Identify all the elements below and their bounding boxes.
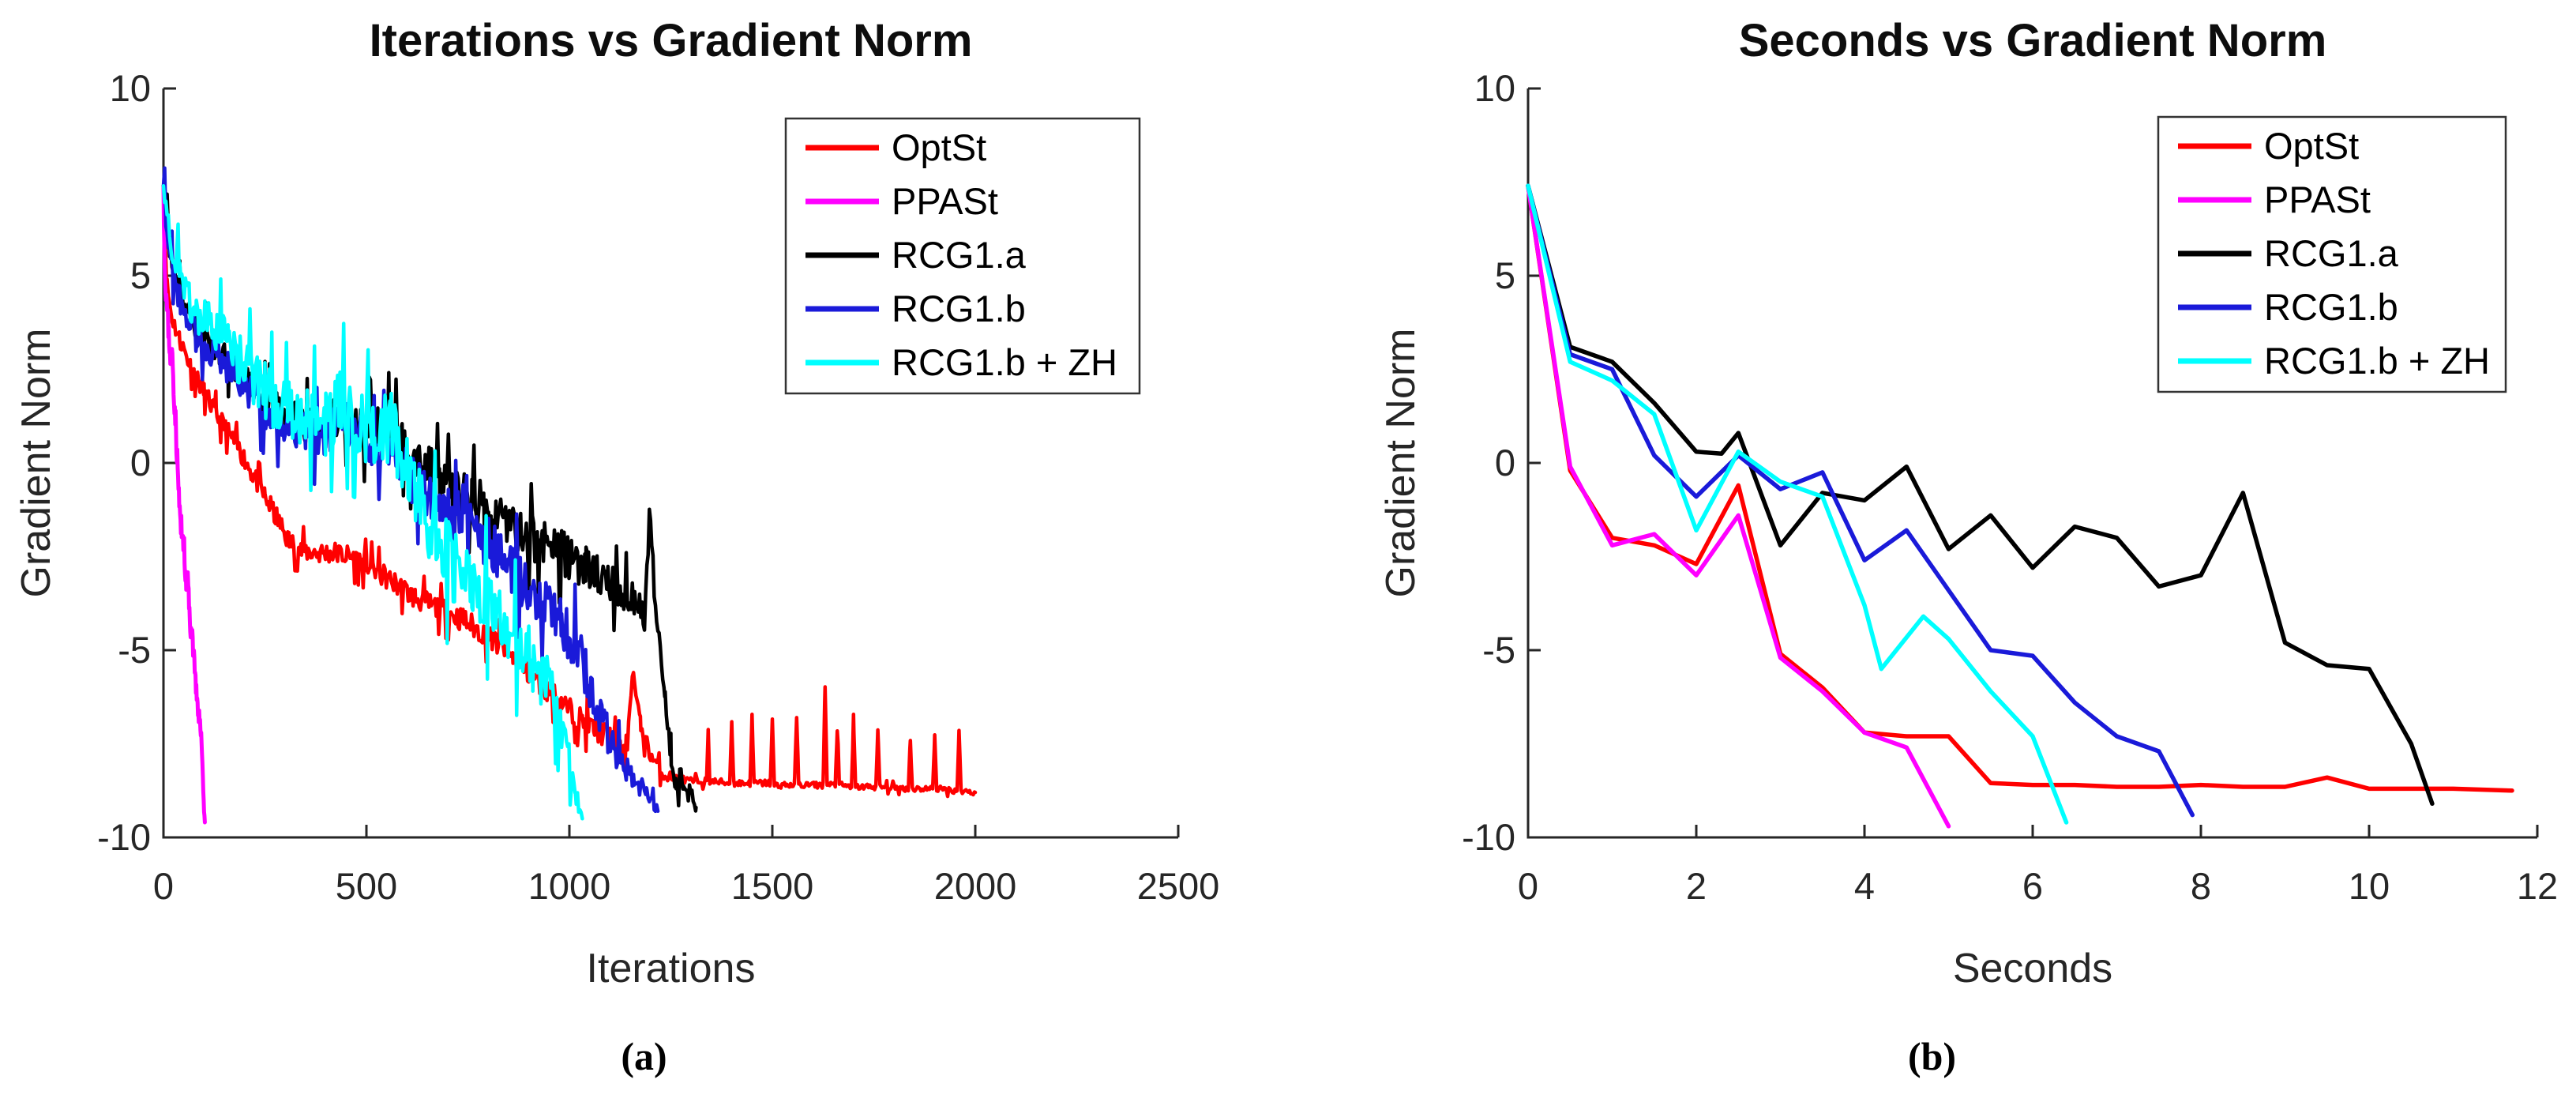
chart-b-ylabel: Gradient Norm [1378,328,1424,598]
legend-label: OptSt [2264,125,2359,167]
x-tick-label: 2 [1686,865,1707,907]
legend-label: OptSt [892,126,986,168]
series-optst [161,183,978,799]
y-tick-label: 10 [1474,67,1515,109]
y-tick-label: -5 [118,629,151,671]
legend-label: PPASt [892,180,998,222]
subfigure-caption-a: (a) [621,1034,667,1078]
series-rcg1-b [161,166,660,814]
x-tick-label: 0 [1518,865,1538,907]
series-ppast [161,183,207,825]
series-rcg1-b-zh [1526,183,2069,825]
x-tick-label: 0 [153,865,174,907]
chart-b-title: Seconds vs Gradient Norm [1738,15,2327,66]
chart-a-title: Iterations vs Gradient Norm [369,15,973,66]
series-ppast [1526,183,1951,829]
x-tick-label: 10 [2349,865,2390,907]
legend-label: PPASt [2264,179,2371,220]
series-rcg1-b-zh [161,183,584,821]
x-tick-label: 2000 [934,865,1017,907]
seconds-chart: 0 2 4 6 8 10 12 -10 -5 0 5 10 OptSt PPASt RCG1.a RCG1.b… [1462,67,2558,907]
y-tick-label: -5 [1482,629,1515,671]
legend-label: RCG1.b + ZH [2264,340,2490,382]
legend-label: RCG1.a [892,234,1027,276]
x-tick-label: 2500 [1137,865,1220,907]
x-tick-label: 1500 [731,865,814,907]
y-tick-label: -10 [1462,816,1515,858]
y-tick-label: -10 [97,816,151,858]
x-tick-label: 12 [2517,865,2558,907]
iterations-chart: 0 500 1000 1500 2000 2500 -10 -5 0 5 10 OptSt PPASt R… [97,67,1220,907]
subfigure-caption-b: (b) [1907,1034,1957,1078]
legend-label: RCG1.b + ZH [892,341,1117,383]
x-tick-label: 4 [1854,865,1875,907]
x-tick-label: 500 [336,865,397,907]
chart-a-ylabel: Gradient Norm [13,328,59,598]
series-rcg1-a [1526,183,2435,807]
legend-label: RCG1.b [892,288,1026,329]
chart-b-xlabel: Seconds [1952,946,2113,991]
y-tick-label: 0 [1495,442,1515,483]
y-tick-label: 10 [110,67,151,109]
legend-label: RCG1.a [2264,232,2399,274]
y-tick-label: 5 [130,254,151,296]
y-tick-label: 0 [130,442,151,483]
series-rcg1-b [1526,183,2195,818]
series-optst [1526,183,2514,793]
x-tick-label: 8 [2191,865,2211,907]
x-tick-label: 1000 [528,865,611,907]
chart-a-xlabel: Iterations [586,946,756,991]
y-tick-label: 5 [1495,254,1515,296]
legend-label: RCG1.b [2264,286,2398,328]
x-tick-label: 6 [2022,865,2043,907]
